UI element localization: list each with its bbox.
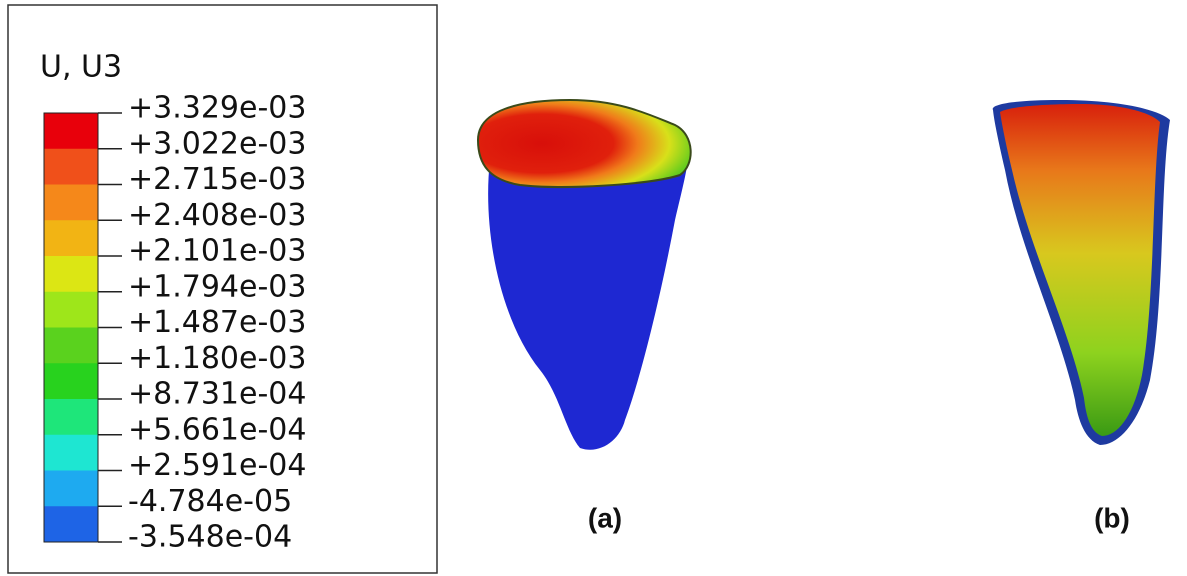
legend-label: +3.329e-03 (128, 91, 306, 126)
caption: (a) (588, 502, 622, 533)
caption: (b) (1094, 502, 1130, 533)
color-band (44, 328, 98, 364)
legend-title: U, U3 (40, 50, 122, 85)
model-a (478, 100, 691, 450)
legend-label: +2.591e-04 (128, 448, 306, 483)
legend-label: +5.661e-04 (128, 412, 306, 447)
legend-label: +8.731e-04 (128, 377, 306, 412)
color-band (44, 149, 98, 185)
color-band (44, 363, 98, 399)
legend-label: +2.715e-03 (128, 162, 306, 197)
legend-label: +2.408e-03 (128, 198, 306, 233)
legend-label: -4.784e-05 (128, 484, 292, 519)
color-band (44, 256, 98, 292)
figure: U, U3 (a) (b) +3.329e-03+3.022e-03+2.715… (0, 0, 1187, 576)
color-band (44, 185, 98, 221)
model-b (993, 100, 1170, 445)
legend-label: +3.022e-03 (128, 126, 306, 161)
legend-label: +2.101e-03 (128, 234, 306, 269)
legend-label: +1.487e-03 (128, 305, 306, 340)
legend-label: +1.794e-03 (128, 269, 306, 304)
color-band (44, 113, 98, 149)
color-band (44, 292, 98, 328)
color-band (44, 435, 98, 471)
color-band (44, 506, 98, 542)
color-band (44, 399, 98, 435)
color-band (44, 220, 98, 256)
legend-label: +1.180e-03 (128, 341, 306, 376)
legend-label: -3.548e-04 (128, 520, 292, 555)
color-band (44, 471, 98, 507)
